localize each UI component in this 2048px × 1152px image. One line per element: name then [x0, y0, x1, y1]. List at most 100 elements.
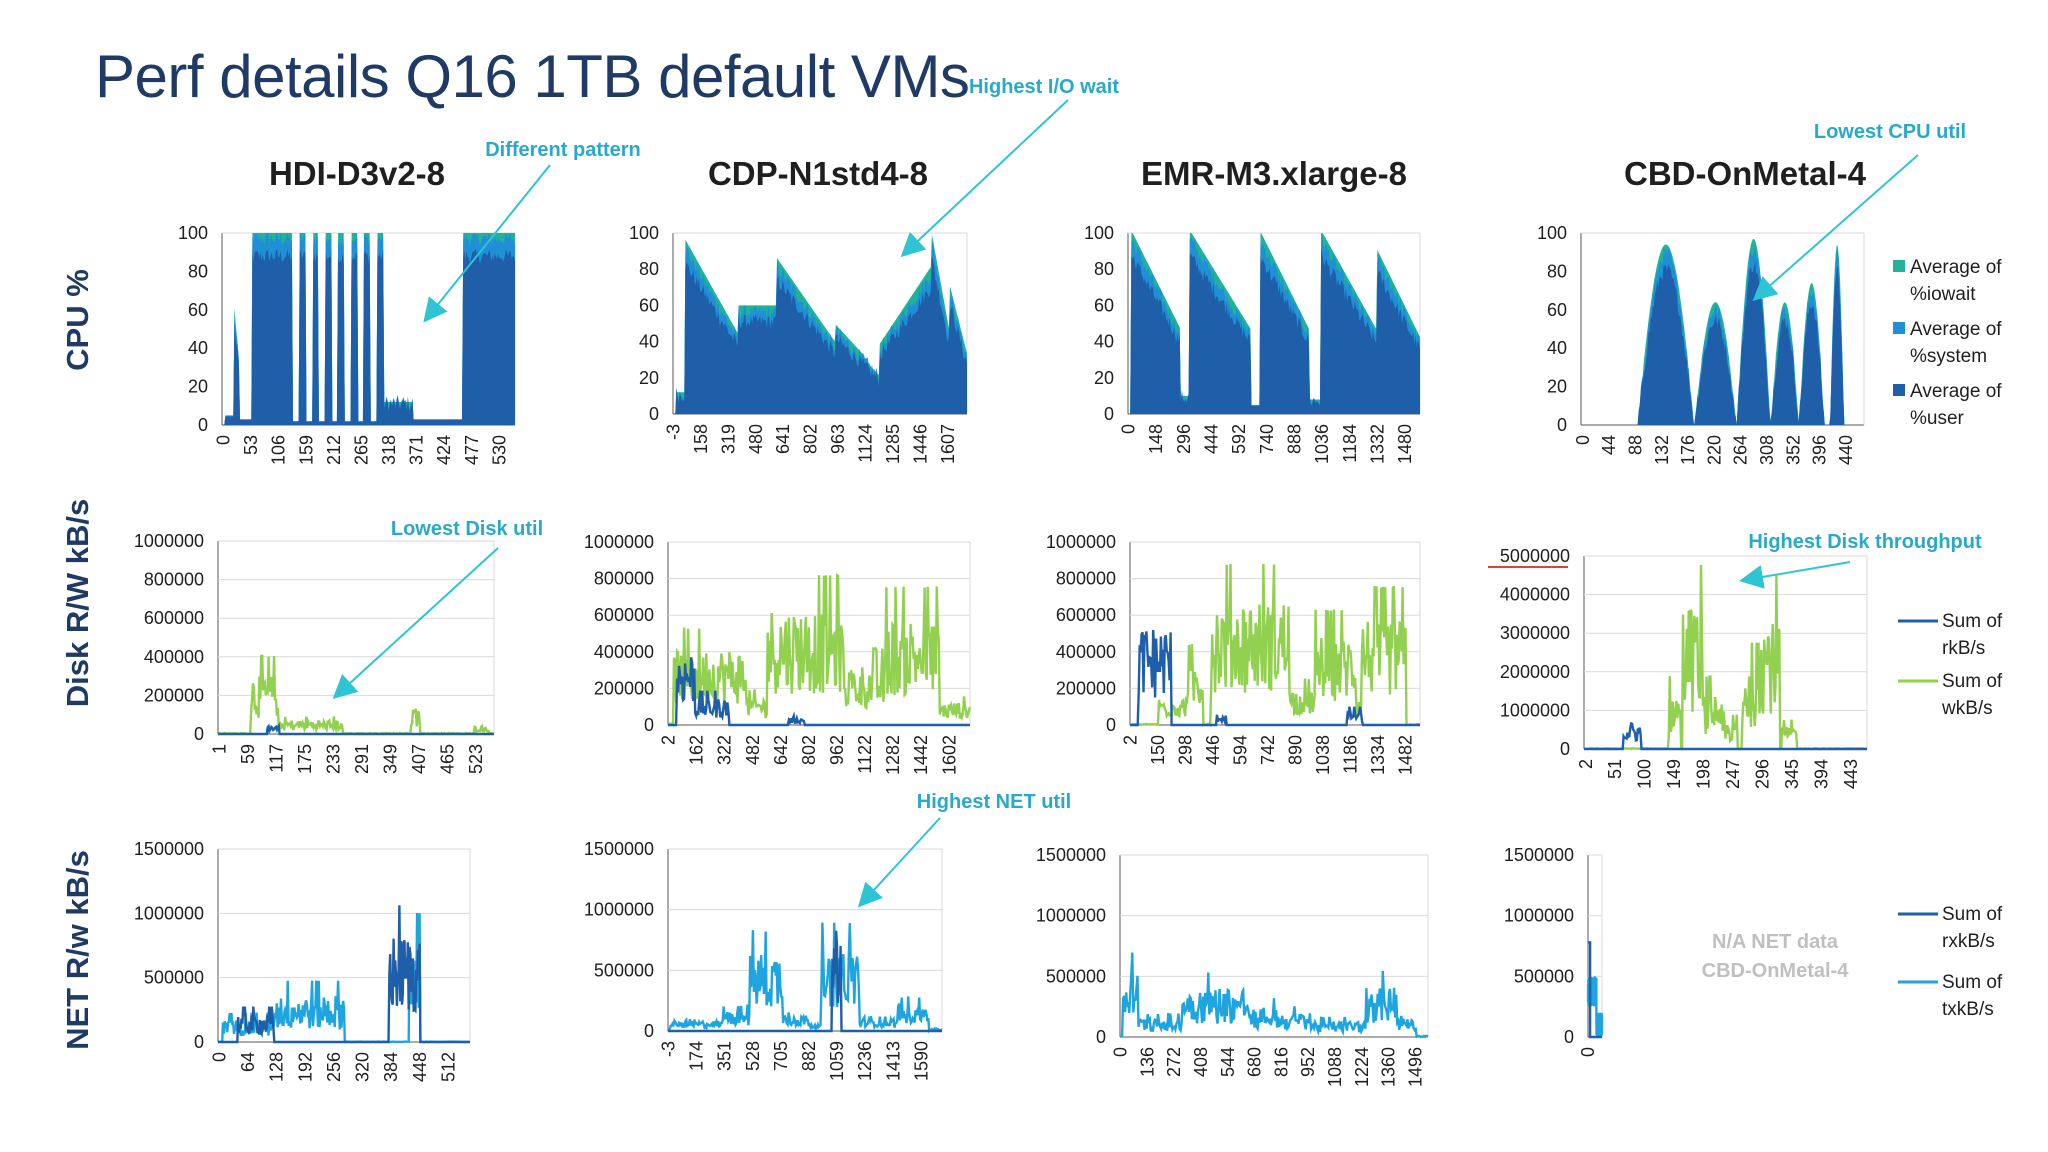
- x-tick-label: 136: [1137, 1047, 1157, 1077]
- x-tick-label: 175: [295, 744, 315, 774]
- y-tick-label: 600000: [144, 608, 204, 628]
- x-tick-label: 322: [715, 735, 735, 765]
- x-tick-label: 1: [209, 744, 229, 754]
- x-tick-label: 890: [1286, 735, 1306, 765]
- y-tick-label: 80: [1094, 259, 1114, 279]
- x-tick-label: 1184: [1340, 424, 1360, 463]
- x-tick-label: 1224: [1352, 1047, 1372, 1087]
- x-tick-label: 265: [351, 435, 371, 465]
- chart-net-cdp: 0 500000 1000000 1500000 -3 174 351 528 705 882 10…: [584, 839, 943, 1081]
- x-tick-label: 1038: [1313, 735, 1333, 775]
- legend-label: Average of: [1910, 381, 2002, 402]
- x-tick-label: 802: [801, 424, 821, 454]
- chart-net-cbd: 0 500000 1000000 1500000 0: [1504, 845, 1604, 1057]
- legend-swatch: [1893, 260, 1905, 272]
- chart-disk-hdi: 0 200000 400000 600000 800000 1000000 1 59 117 17…: [134, 531, 495, 774]
- x-tick-label: 528: [743, 1041, 763, 1071]
- series-user-area: [673, 256, 967, 414]
- y-tick-label: 60: [639, 295, 659, 315]
- y-tick-label: 0: [1560, 739, 1570, 759]
- x-tick-label: 742: [1258, 735, 1278, 765]
- slide-title: Perf details Q16 1TB default VMs: [95, 43, 970, 110]
- annotation-arrow: [332, 547, 499, 700]
- x-tick-label: 264: [1731, 435, 1751, 465]
- x-tick-label: 148: [1146, 424, 1166, 454]
- x-tick-label: 345: [1782, 759, 1802, 789]
- x-tick-label: 1607: [938, 424, 958, 464]
- y-tick-label: 0: [1106, 715, 1116, 735]
- x-tick-label: 88: [1625, 435, 1645, 455]
- x-tick-label: -3: [664, 424, 684, 440]
- x-tick-label: 320: [353, 1052, 373, 1082]
- annotation-label: Lowest Disk util: [391, 518, 543, 540]
- y-tick-label: 3000000: [1500, 623, 1570, 643]
- legend-label: Sum of: [1942, 611, 2003, 632]
- y-tick-label: 1500000: [134, 839, 204, 859]
- x-tick-label: 1590: [911, 1041, 931, 1081]
- y-tick-label: 2000000: [1500, 662, 1570, 682]
- x-tick-label: 1446: [910, 424, 930, 464]
- x-tick-label: 444: [1202, 424, 1222, 454]
- y-tick-label: 0: [1557, 415, 1567, 435]
- x-tick-label: 408: [1191, 1047, 1211, 1077]
- y-tick-label: 400000: [594, 642, 654, 662]
- x-tick-label: 680: [1245, 1047, 1265, 1077]
- x-tick-label: 952: [1298, 1047, 1318, 1077]
- chart-disk-cdp: 0 200000 400000 600000 800000 1000000 2 162 322 4…: [584, 532, 972, 775]
- x-tick-label: 159: [296, 435, 316, 465]
- x-tick-label: 1236: [855, 1041, 875, 1081]
- x-tick-label: 802: [799, 735, 819, 765]
- y-tick-label: 80: [1547, 261, 1567, 281]
- chart-cpu-emr: 0 20 40 60 80 100 0 148 296 444 592 740 888 1036 1184 1…: [1084, 223, 1421, 464]
- x-tick-label: 740: [1257, 424, 1277, 454]
- column-title: CBD-OnMetal-4: [1624, 155, 1867, 192]
- x-tick-label: 888: [1284, 424, 1304, 454]
- series-user-area: [1581, 260, 1864, 425]
- series-wkb-line: [1129, 563, 1421, 728]
- legend-label: rxkB/s: [1942, 931, 1995, 952]
- x-tick-label: 480: [746, 424, 766, 454]
- y-tick-label: 200000: [594, 678, 654, 698]
- x-tick-label: 176: [1678, 435, 1698, 465]
- x-tick-label: 132: [1652, 435, 1672, 465]
- y-tick-label: 0: [1564, 1027, 1574, 1047]
- y-tick-label: 1000000: [1504, 906, 1574, 926]
- legend-label: Sum of: [1942, 972, 2003, 993]
- series-rkb-line: [1130, 629, 1420, 727]
- x-tick-label: 1496: [1405, 1047, 1425, 1087]
- x-tick-label: 424: [434, 435, 454, 465]
- x-tick-label: 1122: [855, 735, 875, 774]
- chart-net-hdi: 0 500000 1000000 1500000 0 64 128 192 256 320 384 4…: [134, 839, 471, 1082]
- x-tick-label: 352: [1783, 435, 1803, 465]
- chart-cpu-hdi: 0 20 40 60 80 100 0 53 106 159 212 265 318 371 424 477 5…: [178, 223, 516, 465]
- chart-cpu-cdp: 0 20 40 60 80 100 -3 158 319 480 641 802 963 1124 1285…: [629, 223, 968, 464]
- x-tick-label: 641: [773, 424, 793, 454]
- x-tick-label: 482: [743, 735, 763, 765]
- y-tick-label: 0: [649, 404, 659, 424]
- x-tick-label: 59: [238, 744, 258, 764]
- legend-label: wkB/s: [1941, 698, 1993, 719]
- y-tick-label: 60: [1094, 295, 1114, 315]
- y-tick-label: 80: [639, 259, 659, 279]
- x-tick-label: 296: [1174, 424, 1194, 454]
- annotation-label: Highest Disk throughput: [1748, 531, 1982, 553]
- x-tick-label: 544: [1218, 1047, 1238, 1077]
- chart-disk-cbd: 0 1000000 2000000 3000000 4000000 5000000 2 51 1…: [1500, 546, 1868, 789]
- x-tick-label: 296: [1752, 759, 1772, 789]
- y-tick-label: 80: [188, 261, 208, 281]
- annotation-label: Highest I/O wait: [969, 76, 1119, 98]
- y-tick-label: 0: [194, 724, 204, 744]
- x-tick-label: 1282: [883, 735, 903, 775]
- x-tick-label: 1334: [1368, 735, 1388, 775]
- y-tick-label: 40: [639, 332, 659, 352]
- x-tick-label: 465: [437, 744, 457, 774]
- x-tick-label: 446: [1203, 735, 1223, 765]
- y-tick-label: 40: [188, 338, 208, 358]
- series-rxkb-line: [218, 905, 470, 1044]
- x-tick-label: 318: [379, 435, 399, 465]
- x-tick-label: 0: [209, 1052, 229, 1062]
- y-tick-label: 20: [1547, 377, 1567, 397]
- y-tick-label: 400000: [144, 647, 204, 667]
- y-tick-label: 0: [644, 1021, 654, 1041]
- y-tick-label: 1500000: [1036, 845, 1106, 865]
